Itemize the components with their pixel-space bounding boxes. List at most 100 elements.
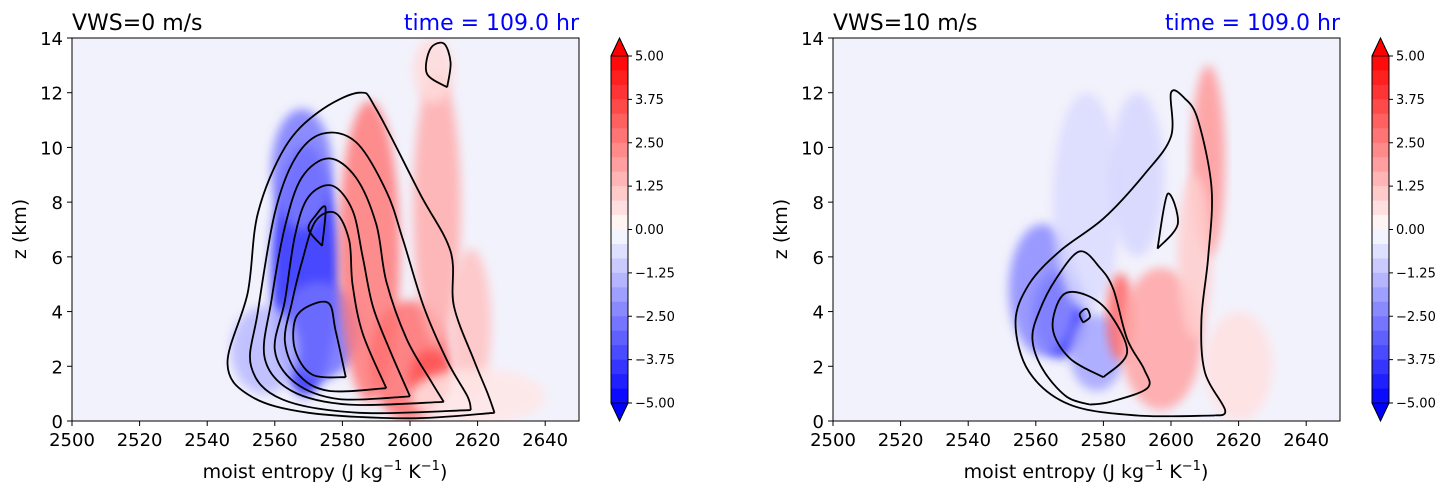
y-axis-label: z (km) bbox=[770, 199, 792, 259]
colorbar-band bbox=[611, 272, 628, 288]
y-axis-label: z (km) bbox=[9, 199, 31, 259]
x-tick-label: 2560 bbox=[1013, 430, 1059, 451]
contour-line bbox=[273, 184, 411, 401]
x-tick-label: 2500 bbox=[49, 430, 95, 451]
colorbar-band bbox=[1372, 186, 1389, 202]
colorbar-extend-max bbox=[610, 37, 629, 57]
colorbar-band bbox=[1372, 345, 1389, 361]
x-tick-label: 2560 bbox=[252, 430, 298, 451]
panel-title-time: time = 109.0 hr bbox=[1165, 11, 1341, 36]
colorbar-tick-label: −1.25 bbox=[635, 266, 675, 281]
x-tick-label: 2520 bbox=[117, 430, 163, 451]
colorbar-tick-label: 5.00 bbox=[635, 50, 664, 65]
field-blob bbox=[410, 368, 546, 421]
y-axis-ticks: 0 2 4 6 8 10 12 14 bbox=[801, 29, 833, 433]
plot-frame bbox=[832, 37, 1341, 422]
x-axis-ticks: 2500 2520 2540 2560 2580 2600 2620 2640 bbox=[810, 421, 1329, 451]
colorbar-band bbox=[1372, 128, 1389, 144]
colorbar-band bbox=[1372, 56, 1389, 72]
x-tick-label: 2620 bbox=[455, 430, 501, 451]
x-tick-label: 2540 bbox=[184, 430, 230, 451]
contour-line bbox=[226, 91, 496, 420]
colorbar-band bbox=[1372, 287, 1389, 303]
field-blob bbox=[450, 248, 492, 402]
colorbar-tick-label: −5.00 bbox=[635, 397, 675, 412]
contour-line bbox=[1078, 307, 1091, 324]
panel-left: 2500 2520 2540 2560 2580 2600 2620 2640 0 2 4 6 8 10… bbox=[9, 11, 675, 483]
colorbar-band bbox=[611, 330, 628, 346]
colorbar-tick-label: −1.25 bbox=[1396, 266, 1436, 281]
colorbar-tick-label: −2.50 bbox=[635, 310, 675, 325]
colorbar-band bbox=[611, 157, 628, 173]
colorbar-tick-label: 0.00 bbox=[635, 223, 664, 238]
y-tick-label: 14 bbox=[40, 29, 63, 50]
colorbar-band bbox=[611, 128, 628, 144]
field-blob bbox=[1177, 174, 1212, 339]
colorbar-band bbox=[1372, 316, 1389, 332]
colorbar-band bbox=[611, 316, 628, 332]
colorbar-band bbox=[611, 287, 628, 303]
colorbar-tick-label: 0.00 bbox=[1396, 223, 1425, 238]
contour-lines bbox=[1014, 89, 1227, 418]
y-tick-label: 10 bbox=[801, 138, 824, 159]
colorbar-band bbox=[1372, 359, 1389, 375]
colorbar-tick-label: −3.75 bbox=[1396, 353, 1436, 368]
colorbar-band bbox=[611, 229, 628, 245]
x-tick-label: 2500 bbox=[810, 430, 856, 451]
y-tick-label: 4 bbox=[52, 303, 63, 324]
colorbar-band bbox=[1372, 215, 1389, 231]
colorbar-band bbox=[611, 345, 628, 361]
colorbar-tick-label: 1.25 bbox=[1396, 180, 1425, 195]
colorbar-tick-label: 3.75 bbox=[635, 93, 664, 108]
contour-line bbox=[424, 41, 452, 88]
field-blob bbox=[413, 38, 454, 104]
panel-right: 2500 2520 2540 2560 2580 2600 2620 2640 0 2 4 6 8 10… bbox=[770, 11, 1436, 483]
x-axis-label: moist entropy (J kg−1 K−1) bbox=[203, 459, 448, 483]
colorbar-band bbox=[611, 243, 628, 260]
colorbar-band bbox=[611, 359, 628, 375]
colorbar-band bbox=[611, 56, 628, 72]
y-tick-label: 10 bbox=[40, 138, 63, 159]
contour-line bbox=[292, 300, 347, 379]
y-tick-label: 2 bbox=[52, 357, 63, 378]
x-tick-label: 2600 bbox=[1148, 430, 1194, 451]
colorbar-band bbox=[1372, 70, 1389, 86]
y-axis-ticks: 0 2 4 6 8 10 12 14 bbox=[40, 29, 72, 433]
colorbar-band bbox=[1372, 84, 1389, 100]
colorbar-band bbox=[1372, 229, 1389, 245]
colorbar-band bbox=[1372, 99, 1389, 115]
colorbar-tick-label: 2.50 bbox=[1396, 136, 1425, 151]
colorbar-band bbox=[1372, 142, 1389, 158]
colorbar-band bbox=[1372, 243, 1389, 260]
colorbar-extend-max bbox=[1371, 37, 1390, 57]
field-blob bbox=[1204, 311, 1273, 421]
colorbar-band bbox=[1372, 301, 1389, 317]
colorbar-extend-min bbox=[610, 402, 629, 422]
x-tick-label: 2580 bbox=[1080, 430, 1126, 451]
colorbar-tick-label: −5.00 bbox=[1396, 397, 1436, 412]
x-tick-label: 2640 bbox=[522, 430, 568, 451]
colorbar-tick-label: 5.00 bbox=[1396, 50, 1425, 65]
field-blob bbox=[278, 281, 360, 380]
panel-title-time: time = 109.0 hr bbox=[404, 11, 580, 36]
colorbar-band bbox=[1372, 258, 1389, 274]
contour-line bbox=[1051, 291, 1129, 379]
colorbar-band bbox=[611, 99, 628, 115]
y-tick-label: 12 bbox=[40, 84, 63, 105]
x-tick-label: 2600 bbox=[387, 430, 433, 451]
colorbar-band bbox=[611, 70, 628, 86]
x-tick-label: 2520 bbox=[878, 430, 924, 451]
contour-line bbox=[1156, 192, 1179, 250]
y-tick-label: 12 bbox=[801, 84, 824, 105]
colorbar-band bbox=[611, 215, 628, 231]
colorbar: 5.00 3.75 2.50 1.25 0.00 −1.25 −2.50 −3.75 −5.00 bbox=[1371, 36, 1436, 423]
y-tick-label: 8 bbox=[813, 193, 824, 214]
colorbar-extend-min bbox=[1371, 402, 1390, 422]
contour-line bbox=[283, 210, 388, 393]
contour-line bbox=[249, 131, 472, 415]
contour-line bbox=[307, 205, 327, 247]
plot-frame bbox=[71, 37, 580, 422]
y-tick-label: 0 bbox=[52, 412, 63, 433]
colorbar-band bbox=[1372, 272, 1389, 288]
y-tick-label: 6 bbox=[813, 248, 824, 269]
